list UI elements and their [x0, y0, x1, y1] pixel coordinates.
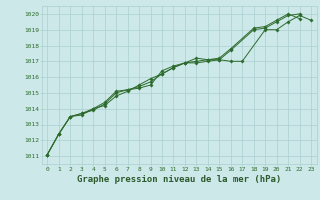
X-axis label: Graphe pression niveau de la mer (hPa): Graphe pression niveau de la mer (hPa) — [77, 175, 281, 184]
